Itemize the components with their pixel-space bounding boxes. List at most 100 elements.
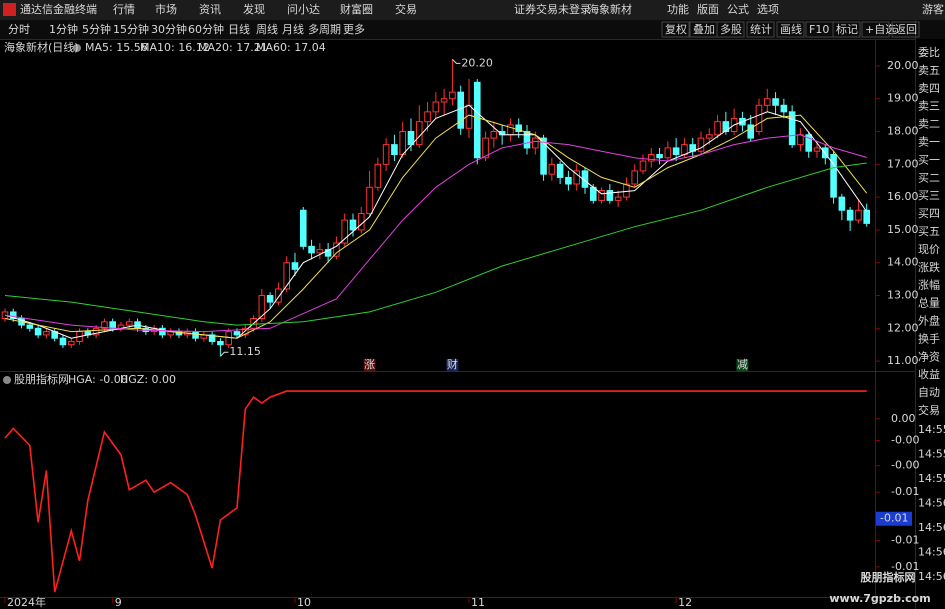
side-label[interactable]: 买四	[918, 207, 940, 220]
tool-button[interactable]	[861, 21, 890, 38]
candle-body	[159, 327, 166, 336]
side-label[interactable]: 交易	[918, 403, 940, 417]
side-label[interactable]: 自动	[918, 386, 940, 399]
tool-button[interactable]	[716, 21, 745, 38]
candle-body	[540, 137, 547, 175]
y-tick-label: 20.00	[887, 59, 919, 72]
candle-body	[233, 331, 241, 336]
candle-body	[399, 131, 406, 155]
candle-body	[275, 288, 282, 303]
period-tab[interactable]: 1分钟	[49, 22, 78, 36]
candle-body	[109, 321, 116, 329]
candle-body	[614, 196, 622, 201]
event-label[interactable]: 涨	[364, 358, 375, 371]
candle-body	[357, 213, 365, 231]
tool-label[interactable]: 多股	[720, 22, 742, 36]
menu-item[interactable]: 版面	[697, 2, 719, 16]
menu-item[interactable]: 市场	[155, 2, 177, 16]
period-tab[interactable]: 周线	[256, 22, 278, 36]
toolbar	[0, 20, 945, 39]
candle-body	[424, 111, 431, 123]
menu-item[interactable]: 选项	[757, 3, 779, 16]
user-name[interactable]: 游客	[922, 2, 944, 16]
side-label[interactable]: 收益	[918, 367, 940, 381]
y-tick-label: 0.00	[891, 412, 916, 425]
event-marker[interactable]	[736, 359, 749, 371]
series-line	[4, 134, 867, 333]
menu-item[interactable]: 资讯	[199, 3, 221, 16]
tool-label[interactable]: 统计	[750, 23, 772, 36]
menu-item[interactable]: 行情	[113, 3, 135, 16]
candle-body	[391, 144, 398, 155]
indicator-legend: HGA: -0.00	[68, 373, 128, 386]
event-label[interactable]: 减	[737, 358, 748, 371]
tool-button[interactable]	[891, 21, 920, 38]
side-label[interactable]: 换手	[918, 331, 940, 345]
tool-label[interactable]: F10	[809, 23, 829, 36]
candle-body	[440, 98, 448, 103]
side-label[interactable]: 卖一	[918, 136, 940, 149]
side-label[interactable]: 委比	[918, 46, 940, 59]
side-label[interactable]: 外盘	[918, 314, 940, 328]
side-label[interactable]: 买三	[918, 189, 940, 202]
menu-item[interactable]: 功能	[667, 2, 689, 16]
event-marker[interactable]	[363, 359, 376, 371]
candle-body	[763, 98, 771, 106]
setting-icon[interactable]	[73, 44, 81, 52]
menu-item[interactable]: 财富圈	[340, 2, 373, 16]
period-tab[interactable]: 多周期	[308, 22, 341, 36]
tool-button[interactable]	[832, 21, 861, 38]
side-label[interactable]: 现价	[918, 243, 940, 256]
candle-body	[755, 104, 763, 133]
candle-body	[349, 219, 357, 231]
side-label[interactable]: 卖五	[918, 64, 940, 77]
candle-body	[26, 324, 34, 329]
tool-button[interactable]	[776, 21, 805, 38]
tool-button[interactable]	[746, 21, 775, 38]
period-tab[interactable]: 分时	[8, 23, 30, 36]
side-label[interactable]: 卖三	[918, 100, 940, 113]
y-tick-label: 13.00	[887, 289, 919, 302]
menu-item[interactable]: 发现	[243, 2, 265, 16]
tool-button[interactable]	[661, 21, 690, 38]
tool-label[interactable]: +自选	[865, 23, 896, 36]
period-tab[interactable]: 15分钟	[113, 22, 149, 36]
setting-icon[interactable]	[3, 376, 11, 384]
period-tab[interactable]: 更多	[343, 22, 365, 36]
tool-label[interactable]: 叠加	[693, 23, 715, 36]
side-label[interactable]: 买一	[918, 153, 940, 166]
menu-item[interactable]: 公式	[727, 3, 749, 16]
candle-body	[548, 163, 556, 175]
side-label[interactable]: 买五	[918, 225, 940, 238]
tool-label[interactable]: 标记	[836, 22, 858, 36]
menu-item[interactable]: 问小达	[287, 3, 320, 16]
side-label[interactable]: 总量	[918, 296, 940, 310]
period-tab[interactable]: 月线	[282, 22, 304, 36]
event-label[interactable]: 财	[447, 357, 458, 371]
x-tick-label: 9	[115, 596, 122, 609]
candle-body	[681, 144, 688, 155]
menu-item[interactable]: 交易	[395, 2, 417, 16]
side-label[interactable]: 涨幅	[918, 279, 940, 292]
side-label[interactable]: 卖四	[918, 82, 940, 95]
tool-label[interactable]: 返回	[895, 23, 917, 36]
period-tab[interactable]: 日线	[228, 22, 250, 36]
side-label[interactable]: 卖二	[918, 118, 940, 131]
candle-body	[697, 137, 705, 152]
candle-body	[34, 327, 42, 336]
candle-body	[565, 176, 572, 185]
candle-body	[192, 331, 199, 339]
candle-body	[788, 111, 796, 146]
period-tab[interactable]: 60分钟	[188, 22, 224, 36]
period-tab[interactable]: 5分钟	[82, 22, 111, 36]
tool-label[interactable]: 画线	[780, 22, 802, 36]
tool-label[interactable]: 复权	[665, 22, 687, 36]
candle-body	[573, 170, 581, 185]
y-tick-label: -0.00	[891, 459, 919, 472]
event-marker[interactable]	[446, 359, 459, 371]
side-label[interactable]: 净资	[918, 349, 940, 363]
side-label[interactable]: 买二	[918, 171, 940, 184]
side-label[interactable]: 涨跌	[918, 260, 940, 274]
period-tab[interactable]: 30分钟	[151, 22, 187, 36]
